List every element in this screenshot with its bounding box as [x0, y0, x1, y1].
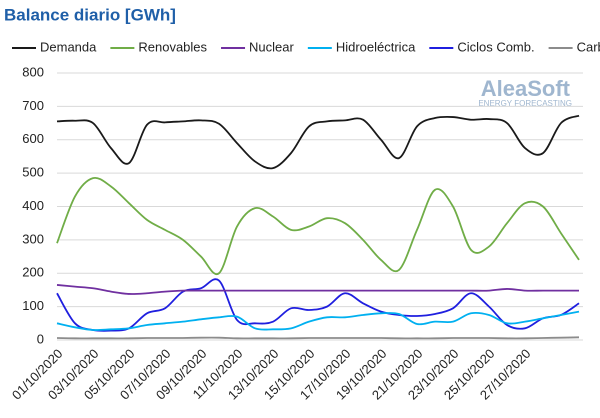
- y-tick-label: 200: [22, 265, 44, 280]
- logo-tagline: ENERGY FORECASTING: [478, 99, 572, 108]
- series-line: [56, 278, 580, 332]
- series-line: [56, 284, 579, 295]
- legend-label: Carbón: [577, 39, 600, 54]
- y-tick-label: 700: [22, 98, 44, 113]
- legend-label: Hidroeléctrica: [336, 39, 416, 54]
- legend-label: Renovables: [138, 39, 207, 54]
- y-tick-label: 500: [22, 165, 44, 180]
- series-line: [56, 336, 580, 340]
- legend-label: Demanda: [40, 39, 97, 54]
- chart-title: Balance diario [GWh]: [4, 5, 176, 24]
- y-tick-label: 400: [22, 198, 44, 213]
- legend-label: Nuclear: [249, 39, 294, 54]
- y-tick-label: 300: [22, 231, 44, 246]
- y-tick-label: 600: [22, 131, 44, 146]
- y-tick-label: 800: [22, 64, 44, 79]
- series-line: [56, 114, 580, 170]
- series-line: [56, 176, 580, 276]
- legend-label: Ciclos Comb.: [457, 39, 534, 54]
- y-tick-label: 0: [37, 331, 44, 346]
- series-line: [56, 310, 580, 331]
- y-tick-label: 100: [22, 298, 44, 313]
- logo-name: AleaSoft: [481, 76, 571, 101]
